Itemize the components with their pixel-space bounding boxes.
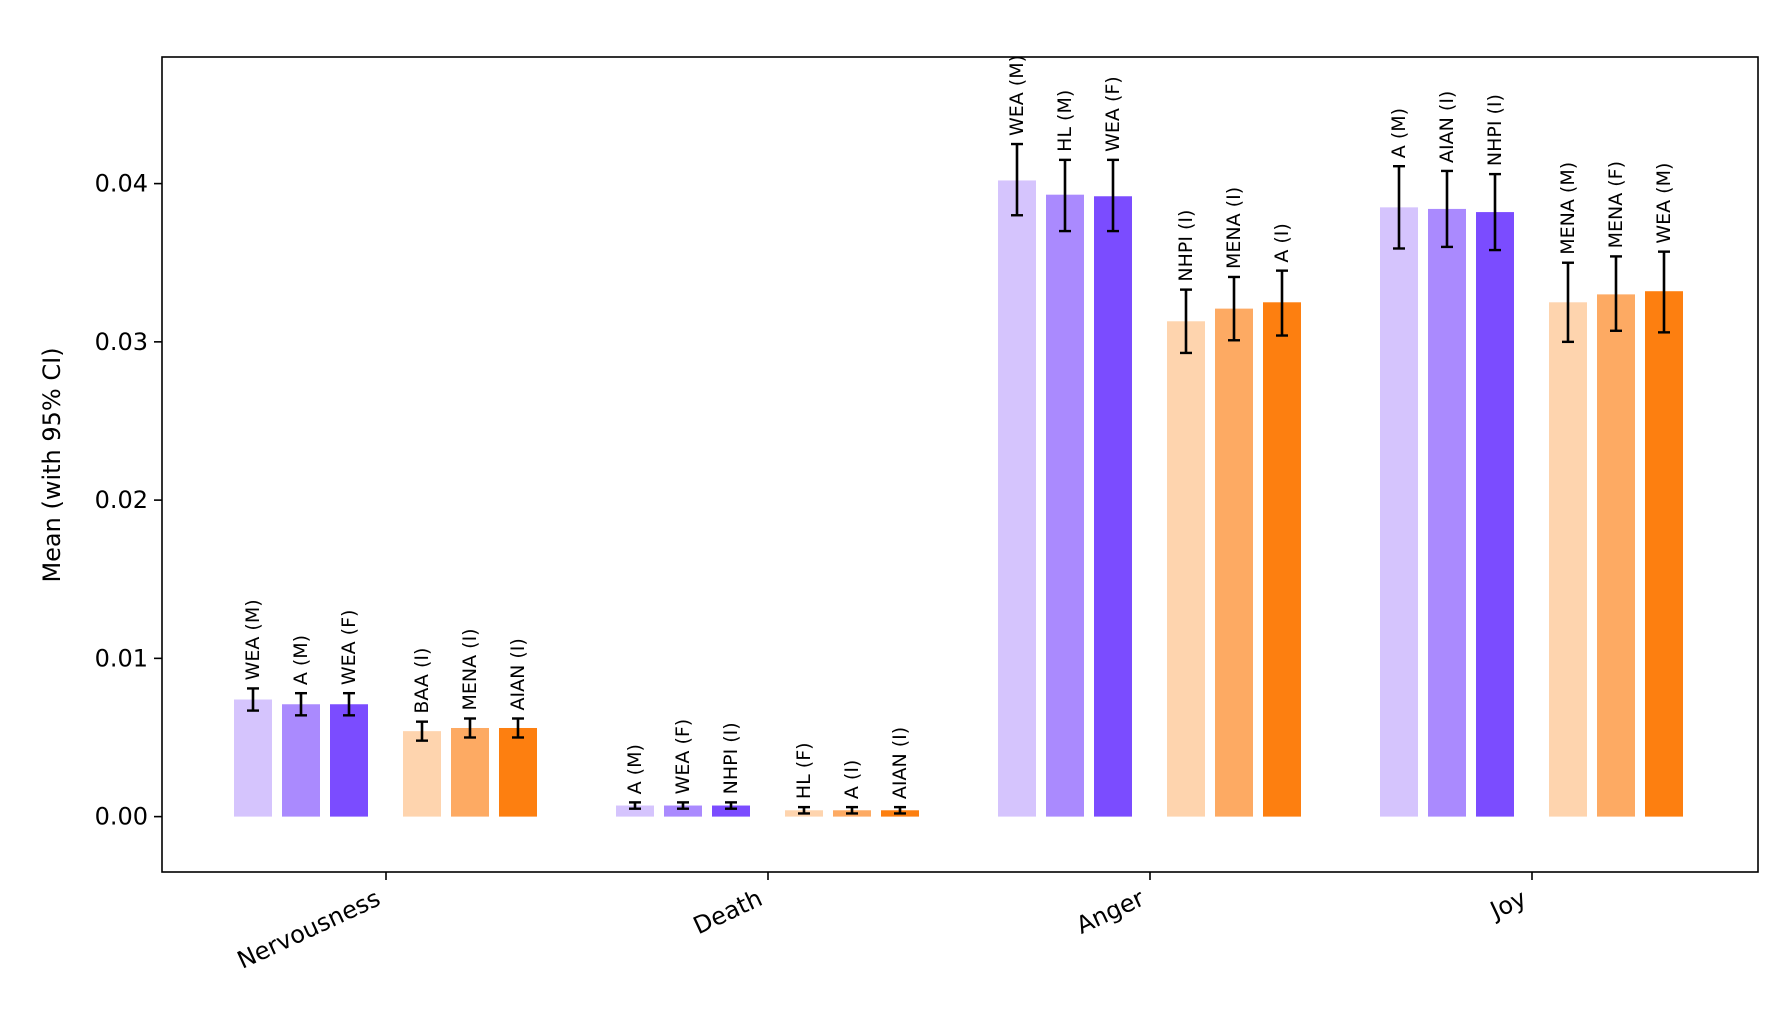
category-group-joy: A (M) AIAN (I) NHPI (I) MENA (M) MENA (F) WEA… (1380, 91, 1683, 817)
bar-label: A (M) (624, 744, 646, 794)
bar-label: AIAN (I) (507, 638, 529, 710)
bar-label: NHPI (I) (1175, 210, 1197, 282)
bar-label: HL (F) (793, 742, 815, 799)
category-group-death: A (M) WEA (F) NHPI (I) HL (F) A (I) AIAN (I) (616, 719, 919, 817)
bar-label: A (M) (1388, 108, 1410, 158)
bar (282, 704, 320, 817)
bar-label: NHPI (I) (1484, 94, 1506, 166)
bar (1476, 212, 1514, 817)
bar-label: WEA (M) (242, 599, 264, 680)
bar-label: AIAN (I) (1436, 91, 1458, 163)
bar-label: WEA (F) (338, 610, 360, 686)
bar (998, 180, 1036, 817)
bar (1167, 321, 1205, 817)
bar (1380, 207, 1418, 817)
bar-label: AIAN (I) (889, 727, 911, 799)
bar (712, 805, 750, 817)
bar (451, 727, 489, 817)
bar-label: A (M) (290, 635, 312, 685)
bar-label: WEA (F) (672, 719, 694, 795)
bar (1645, 291, 1683, 817)
bar-label: MENA (I) (1223, 187, 1245, 269)
bar (499, 727, 537, 817)
x-tick-label: Anger (1072, 884, 1149, 940)
x-tick-label: Nervousness (233, 884, 385, 975)
bar-label: WEA (M) (1006, 55, 1028, 136)
y-tick-label: 0.00 (95, 803, 148, 831)
bar-label: BAA (I) (411, 648, 433, 714)
x-axis: Nervousness Death Anger Joy (233, 872, 1533, 975)
bar-label: HL (M) (1054, 90, 1076, 152)
bar (403, 731, 441, 817)
bar (616, 805, 654, 817)
bar (1046, 194, 1084, 817)
y-tick-label: 0.02 (95, 486, 148, 514)
bar (1263, 302, 1301, 817)
bar-label: A (I) (841, 760, 863, 799)
plot-frame (161, 56, 1759, 873)
x-tick-label: Death (689, 884, 767, 940)
y-tick-label: 0.01 (95, 644, 148, 672)
bar (1549, 302, 1587, 817)
category-group-anger: WEA (M) HL (M) WEA (F) NHPI (I) MENA (I) A (I… (998, 55, 1301, 817)
y-axis-label: Mean (with 95% CI) (38, 347, 66, 582)
bar (1597, 294, 1635, 817)
bar-label: NHPI (I) (720, 722, 742, 794)
y-axis: 0.00 0.01 0.02 0.03 0.04 (95, 170, 162, 831)
bar (234, 699, 272, 817)
bar-label: MENA (I) (459, 628, 481, 710)
bar-label: MENA (M) (1557, 162, 1579, 255)
bar (1215, 308, 1253, 817)
category-group-nervousness: WEA (M) A (M) WEA (F) BAA (I) MENA (I) AIAN (… (234, 599, 537, 817)
y-tick-label: 0.04 (95, 170, 148, 198)
bar (664, 805, 702, 817)
bar-label: WEA (F) (1102, 76, 1124, 152)
x-tick-label: Joy (1484, 884, 1530, 925)
bar-label: A (I) (1271, 223, 1293, 262)
plot-area: WEA (M) A (M) WEA (F) BAA (I) MENA (I) AIAN (… (234, 55, 1683, 817)
bar-label: WEA (M) (1653, 163, 1675, 244)
bar (1094, 196, 1132, 817)
bar (330, 704, 368, 817)
y-tick-label: 0.03 (95, 328, 148, 356)
bar-label: MENA (F) (1605, 161, 1627, 248)
bar (1428, 208, 1466, 817)
